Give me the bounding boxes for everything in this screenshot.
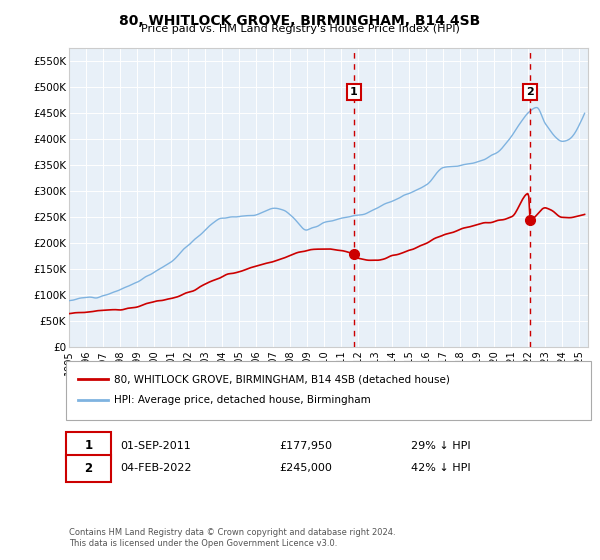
- Text: 80, WHITLOCK GROVE, BIRMINGHAM, B14 4SB: 80, WHITLOCK GROVE, BIRMINGHAM, B14 4SB: [119, 14, 481, 28]
- Text: 42% ↓ HPI: 42% ↓ HPI: [411, 463, 470, 473]
- Text: 2: 2: [85, 461, 92, 475]
- Text: £245,000: £245,000: [279, 463, 332, 473]
- Text: 1: 1: [85, 439, 92, 452]
- Text: Price paid vs. HM Land Registry's House Price Index (HPI): Price paid vs. HM Land Registry's House …: [140, 24, 460, 34]
- Text: 29% ↓ HPI: 29% ↓ HPI: [411, 441, 470, 451]
- Text: Contains HM Land Registry data © Crown copyright and database right 2024.
This d: Contains HM Land Registry data © Crown c…: [69, 528, 395, 548]
- Text: 04-FEB-2022: 04-FEB-2022: [120, 463, 191, 473]
- Text: £177,950: £177,950: [279, 441, 332, 451]
- Text: 01-SEP-2011: 01-SEP-2011: [120, 441, 191, 451]
- Text: HPI: Average price, detached house, Birmingham: HPI: Average price, detached house, Birm…: [114, 395, 371, 405]
- Text: 1: 1: [350, 87, 358, 97]
- Text: 80, WHITLOCK GROVE, BIRMINGHAM, B14 4SB (detached house): 80, WHITLOCK GROVE, BIRMINGHAM, B14 4SB …: [114, 374, 450, 384]
- Text: 2: 2: [526, 87, 534, 97]
